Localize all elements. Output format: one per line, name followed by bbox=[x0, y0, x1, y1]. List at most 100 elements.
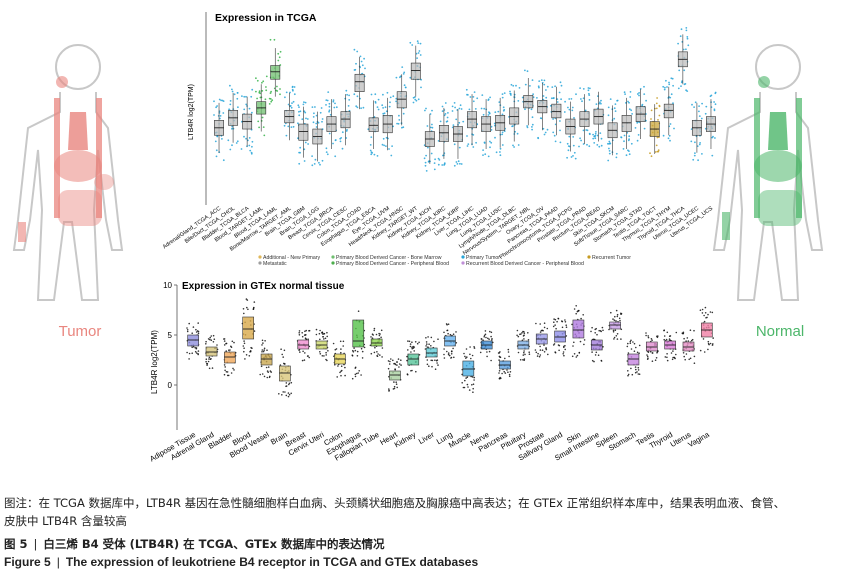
gtex-point bbox=[243, 350, 245, 353]
tcga-point bbox=[326, 99, 329, 102]
gtex-point bbox=[507, 371, 509, 374]
gtex-point bbox=[482, 339, 484, 342]
tcga-point bbox=[685, 48, 687, 51]
gtex-point bbox=[321, 355, 324, 357]
tcga-point bbox=[623, 134, 626, 137]
tcga-point bbox=[567, 149, 570, 152]
gtex-point bbox=[453, 356, 455, 359]
gtex-point bbox=[519, 359, 522, 361]
gtex-point bbox=[523, 334, 525, 337]
tcga-point bbox=[655, 144, 658, 147]
gtex-point bbox=[600, 330, 602, 333]
tcga-point bbox=[276, 85, 278, 88]
tcga-point bbox=[433, 168, 436, 171]
tcga-point bbox=[417, 42, 420, 44]
gtex-point bbox=[354, 373, 357, 376]
tcga-point bbox=[558, 91, 561, 94]
tcga-point bbox=[524, 108, 526, 111]
tcga-point bbox=[304, 101, 307, 104]
gtex-point bbox=[523, 330, 525, 333]
tcga-point bbox=[629, 96, 632, 98]
tcga-point bbox=[682, 48, 685, 51]
tcga-point bbox=[681, 80, 683, 82]
tcga-point bbox=[608, 150, 611, 152]
gtex-point bbox=[571, 323, 573, 326]
tcga-legend-entry: Primary Blood Derived Cancer - Periphera… bbox=[336, 261, 449, 267]
gtex-y-ticks: 0 5 10 bbox=[163, 281, 177, 390]
gtex-point bbox=[437, 364, 439, 366]
gtex-point bbox=[434, 359, 436, 362]
gtex-point bbox=[425, 345, 427, 347]
tcga-point bbox=[247, 139, 249, 142]
tcga-point bbox=[321, 120, 323, 123]
gtex-box bbox=[609, 321, 621, 330]
gtex-point bbox=[579, 340, 582, 343]
gtex-point bbox=[266, 376, 269, 379]
gtex-point bbox=[539, 331, 542, 333]
tcga-point bbox=[311, 106, 314, 108]
tcga-point bbox=[424, 164, 427, 167]
tcga-point bbox=[377, 98, 380, 101]
gtex-point bbox=[355, 372, 358, 375]
gtex-point bbox=[565, 324, 567, 327]
gtex-point bbox=[464, 379, 466, 382]
gtex-point bbox=[418, 341, 420, 344]
gtex-point bbox=[411, 347, 414, 350]
gtex-point bbox=[397, 358, 400, 360]
tcga-point bbox=[292, 125, 295, 128]
tcga-point bbox=[348, 109, 351, 112]
tcga-point bbox=[568, 98, 571, 100]
tcga-point bbox=[589, 87, 591, 90]
gtex-point bbox=[393, 381, 395, 383]
tcga-point bbox=[664, 86, 666, 89]
gtex-box bbox=[297, 339, 310, 350]
gtex-point bbox=[278, 393, 280, 395]
tcga-point bbox=[229, 100, 232, 102]
gtex-point bbox=[195, 352, 198, 354]
gtex-point bbox=[629, 340, 632, 343]
tcga-point bbox=[396, 122, 398, 125]
tcga-point bbox=[344, 97, 347, 100]
gtex-point bbox=[682, 331, 685, 334]
gtex-point bbox=[447, 332, 449, 335]
tcga-point bbox=[298, 106, 300, 108]
tcga-point bbox=[563, 111, 566, 113]
tcga-point bbox=[487, 99, 490, 101]
tcga-point bbox=[311, 164, 314, 167]
tcga-point bbox=[657, 149, 660, 152]
tcga-point bbox=[251, 145, 253, 148]
tcga-point bbox=[542, 98, 545, 101]
gtex-point bbox=[197, 350, 200, 352]
gtex-point bbox=[693, 362, 696, 365]
gtex-point bbox=[191, 346, 193, 349]
gtex-point bbox=[195, 328, 197, 331]
tcga-point bbox=[290, 106, 293, 109]
gtex-point bbox=[504, 357, 506, 360]
tcga-point bbox=[236, 92, 239, 94]
tcga-point bbox=[515, 84, 517, 87]
gtex-point bbox=[583, 343, 585, 346]
gtex-point bbox=[627, 352, 630, 354]
tcga-point bbox=[636, 93, 639, 95]
gtex-point bbox=[465, 377, 467, 379]
tcga-point bbox=[236, 97, 239, 100]
gtex-point bbox=[326, 335, 329, 338]
gtex-point bbox=[337, 365, 339, 367]
tcga-point bbox=[503, 130, 506, 133]
tcga-point bbox=[417, 52, 420, 54]
tcga-point bbox=[453, 164, 456, 167]
gtex-point bbox=[326, 359, 328, 362]
tcga-point bbox=[339, 140, 342, 143]
tcga-point bbox=[392, 125, 394, 128]
gtex-point bbox=[469, 346, 471, 348]
tcga-point bbox=[299, 146, 302, 149]
gtex-point bbox=[242, 345, 245, 347]
gtex-point bbox=[688, 358, 690, 361]
tcga-point bbox=[268, 97, 271, 100]
gtex-y-tick-label: 10 bbox=[163, 281, 172, 290]
tcga-box bbox=[298, 123, 309, 141]
tcga-point bbox=[509, 90, 511, 93]
gtex-point bbox=[582, 314, 584, 316]
gtex-point bbox=[207, 360, 210, 363]
tcga-point bbox=[340, 137, 343, 139]
